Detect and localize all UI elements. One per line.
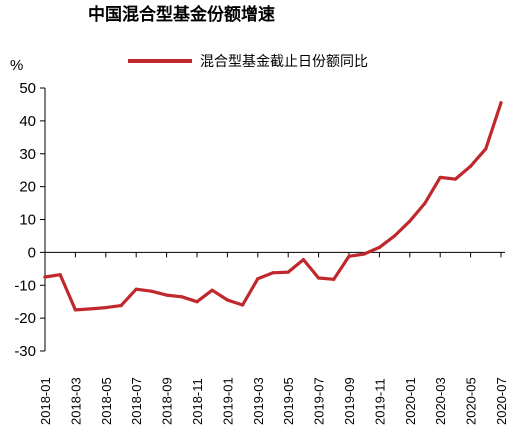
y-axis-unit: %	[10, 57, 23, 74]
y-tick-label: -30	[14, 343, 36, 360]
x-tick-label: 2019-11	[372, 378, 387, 425]
y-tick-label: 0	[28, 244, 36, 261]
x-tick-label: 2019-09	[342, 377, 357, 425]
y-tick-label: 20	[19, 179, 36, 196]
data-point	[499, 101, 503, 105]
x-tick-label: 2020-01	[403, 377, 418, 425]
y-axis: -30 -20 -10 0 10 20 30 40 50	[14, 80, 46, 360]
x-tick-label: 2018-03	[68, 377, 83, 425]
data-point	[377, 245, 381, 250]
y-tick-label: 30	[19, 146, 36, 163]
x-tick-label: 2018-09	[160, 377, 175, 425]
data-point	[484, 147, 488, 151]
data-point	[453, 177, 457, 181]
y-tick-label: 10	[19, 212, 36, 229]
data-point	[195, 300, 199, 304]
data-point	[347, 254, 351, 258]
x-tick-label: 2019-05	[281, 377, 296, 425]
data-point	[58, 273, 62, 277]
data-point	[225, 298, 229, 302]
data-point	[241, 303, 245, 307]
plot-area	[43, 101, 503, 312]
series-line	[43, 101, 503, 312]
data-point	[286, 270, 290, 274]
data-point	[469, 164, 473, 168]
y-tick-label: 40	[19, 113, 36, 130]
data-point	[256, 277, 260, 281]
x-tick-label: 2018-05	[99, 377, 114, 425]
legend-label: 混合型基金截止日份额同比	[200, 53, 368, 70]
data-point	[119, 304, 123, 308]
data-point	[104, 306, 108, 310]
x-tick-label: 2020-05	[464, 377, 479, 425]
chart-title: 中国混合型基金份额增速	[88, 4, 275, 25]
data-point	[408, 219, 412, 223]
x-tick-label: 2020-03	[433, 377, 448, 425]
y-tick-label: -10	[14, 277, 36, 294]
data-point	[180, 295, 184, 299]
data-point	[89, 307, 93, 311]
data-point	[301, 258, 305, 262]
legend: 混合型基金截止日份额同比	[128, 53, 368, 70]
data-point	[210, 288, 214, 292]
data-point	[165, 293, 169, 297]
x-tick-label: 2019-03	[251, 377, 266, 425]
data-point	[362, 252, 366, 256]
data-point	[73, 308, 77, 312]
y-tick-label: -20	[14, 310, 36, 327]
data-point	[332, 277, 336, 281]
data-point	[134, 287, 138, 291]
y-tick-label: 50	[19, 80, 36, 97]
data-point	[43, 275, 47, 279]
data-point	[271, 271, 275, 275]
x-tick-label: 2018-07	[129, 377, 144, 425]
data-point	[149, 289, 153, 293]
x-tick-label: 2019-01	[220, 377, 235, 425]
data-point	[423, 201, 427, 205]
data-point	[317, 276, 321, 280]
data-point	[438, 175, 442, 180]
data-point	[393, 234, 397, 238]
x-tick-label: 2020-07	[494, 377, 509, 425]
x-tick-label: 2018-11	[190, 378, 205, 425]
x-tick-label: 2018-01	[38, 377, 53, 425]
x-tick-label: 2019-07	[312, 377, 327, 425]
x-axis: 2018-01 2018-03 2018-05 2018-07 2018-09 2018-…	[38, 251, 509, 425]
